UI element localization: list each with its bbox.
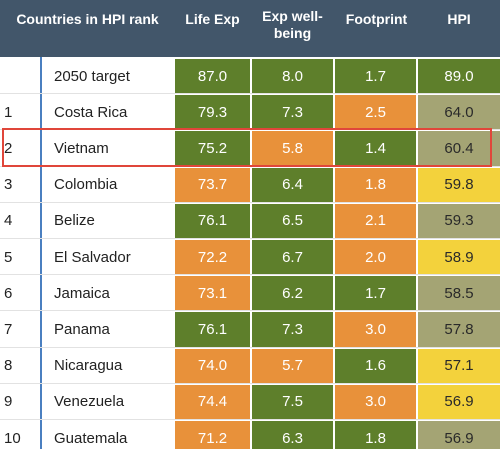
country-cell: 2050 target	[54, 67, 130, 85]
row-separator	[0, 419, 500, 420]
value-cell: 7.5	[252, 384, 333, 419]
row-separator	[0, 382, 500, 384]
value-cell: 5.8	[252, 131, 333, 166]
row-separator	[0, 201, 500, 203]
value-cell: 71.2	[175, 421, 250, 449]
value-cell: 79.3	[175, 95, 250, 130]
value-cell: 1.6	[335, 348, 416, 383]
value-cell: 56.9	[418, 384, 500, 419]
value-cell: 8.0	[252, 59, 333, 94]
rank-divider	[40, 57, 42, 449]
country-cell: Guatemala	[54, 429, 128, 447]
value-cell: 6.3	[252, 421, 333, 449]
value-cell: 3.0	[335, 384, 416, 419]
rank-cell: 8	[4, 357, 13, 375]
value-cell: 72.2	[175, 240, 250, 275]
value-cell: 75.2	[175, 131, 250, 166]
rank-cell: 4	[4, 212, 13, 230]
value-cell: 58.9	[418, 240, 500, 275]
value-cell: 7.3	[252, 95, 333, 130]
value-cell: 6.4	[252, 167, 333, 202]
country-cell: Belize	[54, 212, 95, 230]
rank-cell: 1	[4, 103, 13, 121]
value-cell: 59.8	[418, 167, 500, 202]
header-cell: Life Exp	[185, 10, 240, 27]
rank-cell: 5	[4, 248, 13, 266]
value-cell: 73.7	[175, 167, 250, 202]
country-cell: El Salvador	[54, 248, 131, 266]
value-cell: 1.4	[335, 131, 416, 166]
value-cell: 87.0	[175, 59, 250, 94]
highlight-box	[2, 128, 492, 167]
country-cell: Costa Rica	[54, 103, 128, 121]
value-cell: 59.3	[418, 203, 500, 238]
header-cell: Countries in HPI rank	[16, 10, 159, 27]
header-cell: Exp well-being	[262, 8, 323, 41]
rank-cell: 10	[4, 429, 21, 447]
row-separator	[0, 274, 500, 276]
value-cell: 1.8	[335, 421, 416, 449]
value-cell: 89.0	[418, 59, 500, 94]
rank-cell: 7	[4, 320, 13, 338]
country-cell: Jamaica	[54, 284, 110, 302]
country-cell: Vietnam	[54, 139, 109, 157]
country-cell: Nicaragua	[54, 357, 123, 375]
country-cell: Venezuela	[54, 393, 125, 411]
header-bar	[0, 0, 500, 57]
value-cell: 60.4	[418, 131, 500, 166]
value-cell: 7.3	[252, 312, 333, 347]
value-cell: 1.7	[335, 59, 416, 94]
value-cell: 76.1	[175, 203, 250, 238]
value-cell: 6.7	[252, 240, 333, 275]
header-cell: Footprint	[345, 10, 408, 27]
rank-cell: 2	[4, 139, 13, 157]
value-cell: 2.0	[335, 240, 416, 275]
value-cell: 58.5	[418, 276, 500, 311]
row-separator	[0, 238, 500, 239]
value-cell: 5.7	[252, 348, 333, 383]
value-cell: 2.1	[335, 203, 416, 238]
value-cell: 1.7	[335, 276, 416, 311]
value-cell: 3.0	[335, 312, 416, 347]
value-cell: 57.8	[418, 312, 500, 347]
rank-cell: 6	[4, 284, 13, 302]
value-cell: 1.8	[335, 167, 416, 202]
value-cell: 74.4	[175, 384, 250, 419]
value-cell: 73.1	[175, 276, 250, 311]
header-cell: HPI	[447, 10, 471, 27]
value-cell: 56.9	[418, 421, 500, 449]
row-separator	[0, 310, 500, 312]
value-cell: 74.0	[175, 348, 250, 383]
country-cell: Colombia	[54, 176, 118, 194]
row-separator	[0, 346, 500, 348]
value-cell: 64.0	[418, 95, 500, 130]
rank-cell: 3	[4, 176, 13, 194]
value-cell: 76.1	[175, 312, 250, 347]
value-cell: 2.5	[335, 95, 416, 130]
value-cell: 6.2	[252, 276, 333, 311]
value-cell: 6.5	[252, 203, 333, 238]
country-cell: Panama	[54, 320, 110, 338]
rank-cell: 9	[4, 393, 13, 411]
value-cell: 57.1	[418, 348, 500, 383]
row-separator	[0, 93, 500, 95]
